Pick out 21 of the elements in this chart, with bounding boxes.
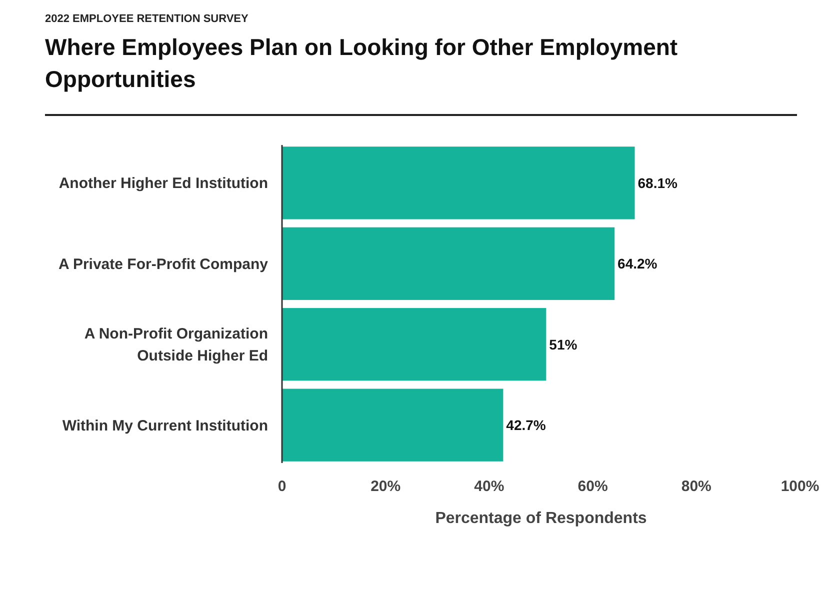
- data-label: 42.7%: [506, 416, 546, 433]
- data-label: 64.2%: [618, 256, 658, 272]
- x-tick-label: 0: [278, 478, 286, 495]
- x-tick-label: 60%: [578, 478, 608, 495]
- x-tick-label: 40%: [474, 478, 504, 495]
- x-axis-title: Percentage of Respondents: [435, 510, 647, 527]
- data-label: 68.1%: [638, 174, 678, 191]
- text: 2022 EMPLOYEE RETENTION SURVEY: [45, 13, 250, 25]
- y-tick-label: A Non-Profit Organization Outside Higher Ed: [84, 326, 268, 365]
- bar: [282, 146, 635, 220]
- y-tick-label: A Private For-Profit Company: [58, 256, 269, 273]
- x-tick-label: 80%: [681, 478, 712, 495]
- data-label: 51%: [549, 336, 578, 352]
- x-tick-label: 100%: [780, 478, 820, 495]
- bar: [282, 388, 504, 462]
- y-tick-label: Another Higher Ed Institution: [58, 175, 268, 192]
- bar: [282, 227, 615, 300]
- y-tick-label: Within My Current Institution: [62, 417, 268, 434]
- bar: [282, 308, 546, 381]
- x-tick-label: 20%: [370, 478, 401, 495]
- chart-title: Where Employees Plan on Looking for Other Employment Opportunities: [45, 34, 678, 92]
